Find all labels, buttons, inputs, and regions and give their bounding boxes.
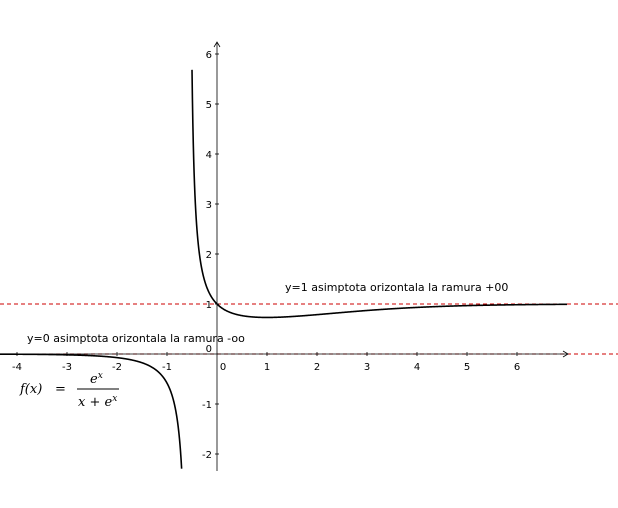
asymptote-lines [0, 303, 618, 355]
y-tick-label: 2 [206, 250, 212, 261]
y-tick-label: -2 [202, 450, 212, 461]
y-tick-label: 3 [206, 200, 212, 211]
formula-denominator: x + e [78, 395, 112, 410]
asymptote-label-y1: y=1 asimptota orizontala la ramura +00 [285, 281, 508, 294]
y-axis-arrow [213, 41, 221, 48]
x-tick-label: -3 [62, 362, 72, 373]
axes [0, 41, 569, 471]
svg-text:f(x): f(x) [19, 382, 42, 397]
function-curve [0, 69, 567, 469]
y-axis-ticks: -2 -1 0 1 2 3 4 5 6 [202, 50, 219, 461]
curve-left-branch [0, 353, 183, 469]
y-tick-label: 6 [206, 50, 212, 61]
y-tick-label: 0 [206, 344, 212, 355]
y-tick-label: 4 [206, 150, 212, 161]
formula-equals: = [55, 382, 66, 397]
x-tick-label: 6 [514, 362, 520, 373]
svg-text:x + ex: x + ex [78, 394, 117, 410]
x-tick-label: 4 [414, 362, 420, 373]
function-formula: f(x) = ex x + ex [19, 371, 119, 410]
x-axis-arrow [562, 350, 569, 358]
y-tick-label: 1 [206, 300, 212, 311]
asymptote-label-y0: y=0 asimptota orizontala la ramura -oo [27, 332, 245, 345]
curve-right-branch [191, 69, 567, 319]
x-tick-label: -2 [112, 362, 122, 373]
x-tick-label: 5 [464, 362, 470, 373]
y-tick-label: 5 [206, 100, 212, 111]
x-tick-label: -4 [12, 362, 22, 373]
x-axis-ticks: -4 -3 -2 -1 0 1 2 3 4 5 6 [12, 352, 520, 373]
x-tick-label: 1 [264, 362, 270, 373]
formula-lhs: f(x) [19, 382, 42, 397]
x-tick-label: 0 [220, 362, 226, 373]
x-tick-label: 2 [314, 362, 320, 373]
svg-text:ex: ex [90, 371, 103, 387]
x-tick-label: 3 [364, 362, 370, 373]
formula-numerator: e [90, 372, 98, 387]
formula-numerator-exp: x [98, 371, 103, 381]
x-tick-label: -1 [162, 362, 172, 373]
formula-denominator-exp: x [112, 394, 117, 404]
y-tick-label: -1 [202, 400, 212, 411]
